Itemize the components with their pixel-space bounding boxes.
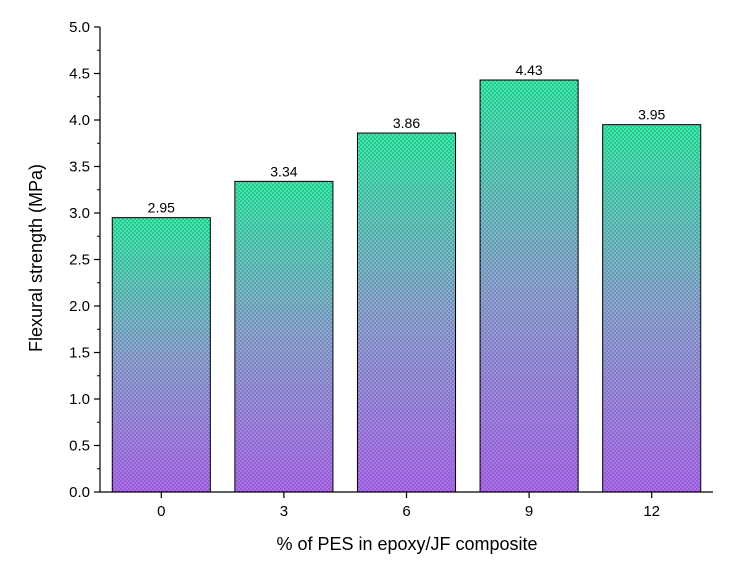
bar-outline-9 (479, 79, 579, 493)
y-tick-label: 3.0 (69, 205, 90, 222)
bar-outline-3 (234, 180, 334, 493)
x-tick-label: 12 (643, 503, 660, 520)
x-axis-title: % of PES in epoxy/JF composite (276, 534, 537, 554)
y-tick-label: 1.5 (69, 345, 90, 362)
data-label-9: 4.43 (515, 62, 542, 78)
x-tick-label: 6 (402, 503, 410, 520)
data-label-3: 3.34 (270, 163, 297, 179)
y-tick-label: 4.0 (69, 112, 90, 129)
y-tick-label: 2.0 (69, 298, 90, 315)
bar-outline-6 (356, 132, 457, 493)
y-tick-label: 3.5 (69, 159, 90, 176)
x-tick-label: 9 (525, 503, 533, 520)
data-label-12: 3.95 (638, 107, 665, 123)
y-tick-label: 0.0 (69, 484, 90, 501)
y-tick-label: 4.5 (69, 66, 90, 83)
y-tick-label: 0.5 (69, 438, 90, 455)
bar-outline-12 (602, 124, 702, 493)
x-tick-label: 3 (280, 503, 288, 520)
y-tick-label: 2.5 (69, 252, 90, 269)
y-tick-label: 5.0 (69, 19, 90, 36)
x-tick-label: 0 (157, 503, 165, 520)
bar-outline-0 (111, 217, 211, 493)
y-tick-label: 1.0 (69, 391, 90, 408)
plot-area: 2.95 3.34 3.86 4.43 3.95 0.0 0.5 1.0 1.5 2.0 2.5 3.… (69, 19, 713, 520)
y-axis-title: Flexural strength (MPa) (26, 164, 46, 352)
data-label-0: 2.95 (148, 200, 175, 216)
data-label-6: 3.86 (393, 115, 420, 131)
